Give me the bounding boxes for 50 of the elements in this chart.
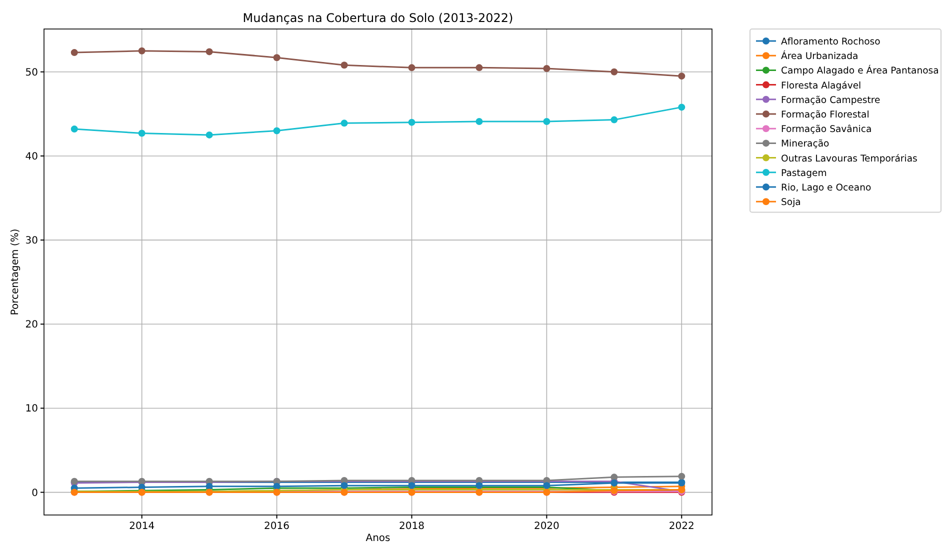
point [610, 474, 618, 481]
x-axis-title: Anos [366, 533, 390, 544]
point [138, 130, 146, 137]
point [610, 116, 618, 124]
y-axis-title: Porcentagem (%) [10, 228, 21, 316]
legend-label: Floresta Alagável [781, 80, 862, 92]
legend-label: Pastagem [781, 168, 827, 179]
legend-label: Rio, Lago e Oceano [781, 182, 872, 194]
legend-label: Mineração [781, 138, 830, 150]
point [340, 482, 348, 490]
point [70, 49, 78, 56]
point [408, 118, 416, 126]
point [138, 47, 146, 54]
x-tick-label: 2018 [399, 521, 424, 532]
legend-label: Soja [781, 197, 801, 208]
point [543, 65, 550, 72]
legend-label: Área Urbanizada [781, 50, 858, 62]
point [476, 64, 483, 72]
legend-label: Afloramento Rochoso [781, 36, 881, 48]
point [340, 120, 348, 127]
point [476, 118, 483, 125]
point [273, 54, 280, 62]
x-tick-label: 2014 [129, 521, 155, 532]
point [206, 482, 213, 490]
legend-label: Campo Alagado e Área Pantanosa [781, 64, 939, 77]
x-tick-label: 2020 [534, 521, 560, 532]
chart-title: Mudanças na Cobertura do Solo (2013-2022) [242, 11, 514, 25]
y-tick-label: 50 [25, 67, 38, 78]
y-tick-label: 40 [25, 151, 38, 162]
point [340, 62, 348, 69]
point [678, 472, 686, 480]
point [273, 127, 280, 134]
x-tick-label: 2016 [264, 521, 290, 532]
point [610, 68, 618, 76]
point [70, 126, 78, 133]
legend-label: Outras Lavouras Temporárias [781, 153, 918, 164]
point [206, 131, 213, 138]
legend-label: Formação Florestal [781, 110, 870, 120]
y-tick-label: 30 [25, 236, 38, 247]
legend-label: Formação Savânica [781, 124, 872, 136]
point [408, 64, 416, 72]
y-tick-label: 20 [25, 320, 38, 331]
y-tick-label: 0 [32, 488, 38, 499]
point [678, 104, 686, 111]
point [678, 72, 686, 80]
y-tick-label: 10 [25, 404, 38, 415]
legend-label: Formação Campestre [781, 94, 881, 106]
point [206, 48, 213, 56]
x-tick-label: 2022 [668, 521, 694, 532]
point [543, 118, 550, 125]
